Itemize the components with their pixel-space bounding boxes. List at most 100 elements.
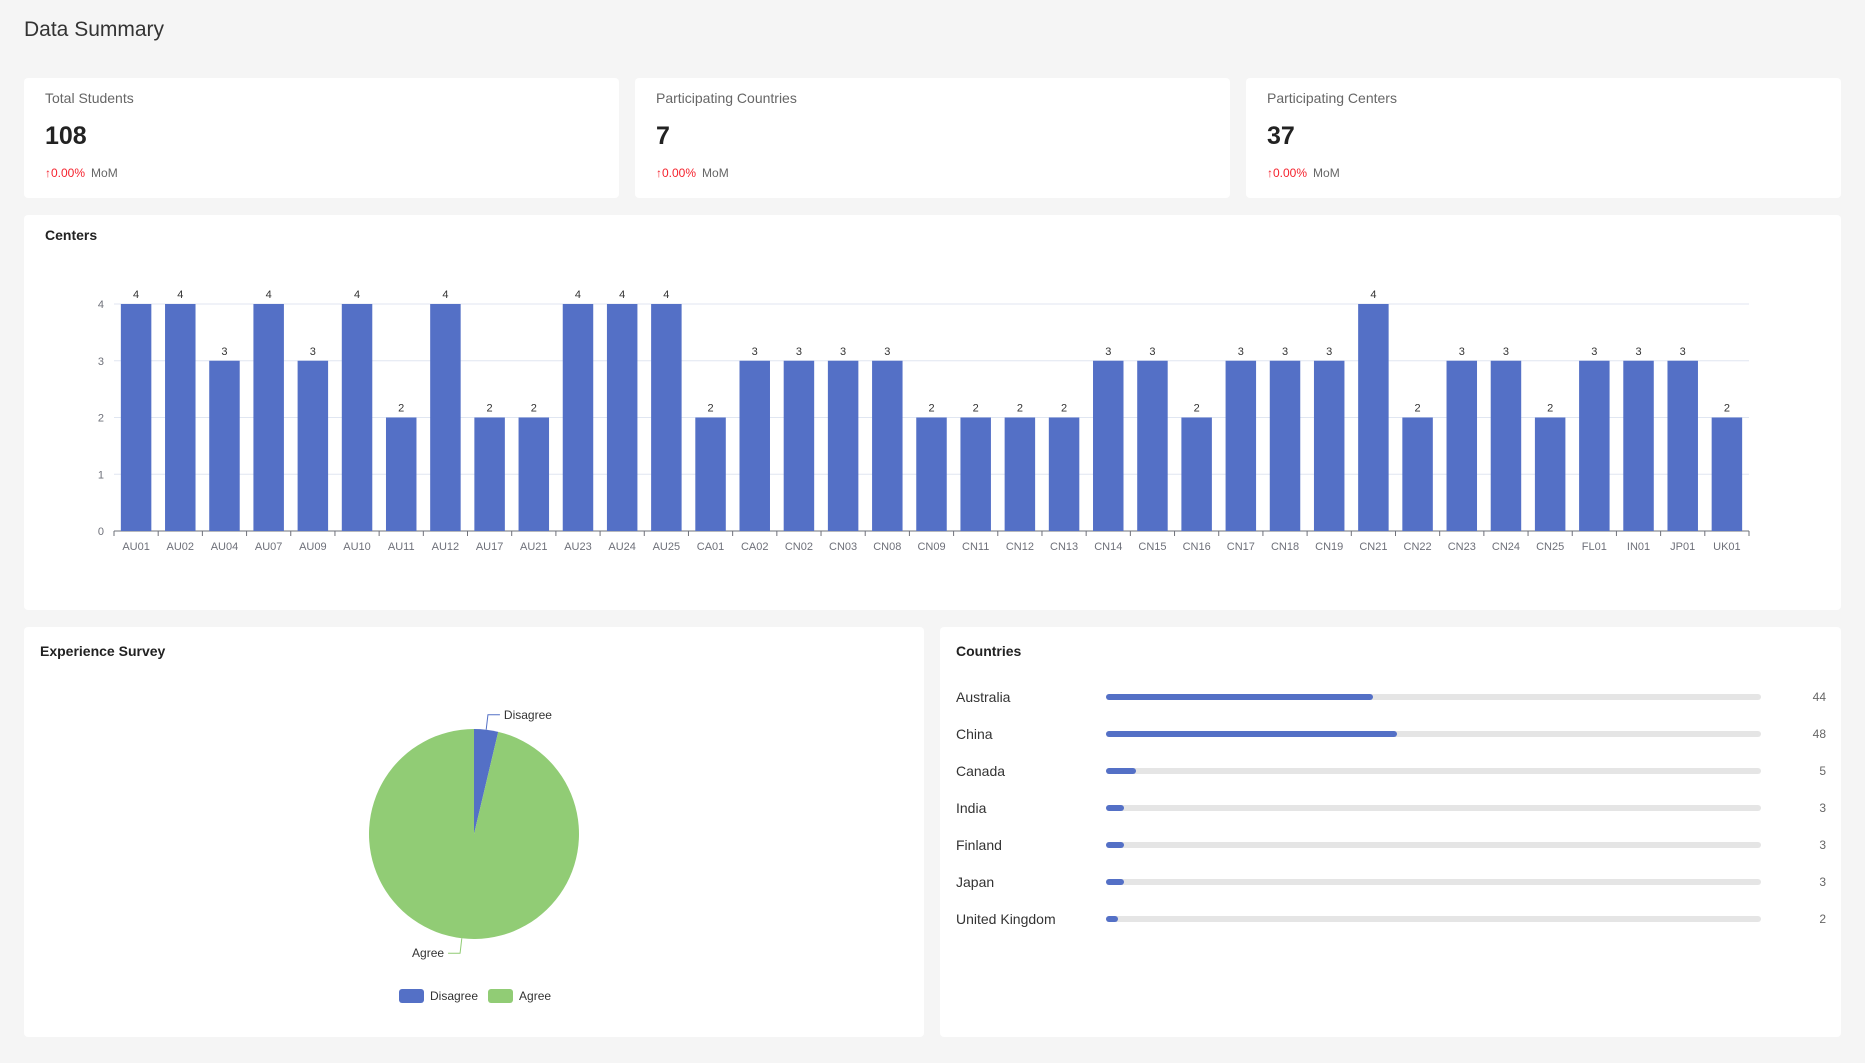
survey-pie-chart[interactable]: Disagree Agree — [24, 627, 924, 1037]
bar-cn13[interactable] — [1048, 417, 1080, 532]
trend-up-value: ↑0.00% — [1267, 166, 1308, 180]
country-row-india: India 3 — [956, 798, 1826, 818]
x-tick-label: AU07 — [255, 541, 283, 553]
country-count: 3 — [1819, 875, 1826, 889]
centers-card: Centers 0 1 2 3 4 4 AU01 4 AU02 3 AU04 4 AU07 3 AU09 4 A… — [24, 215, 1841, 610]
data-label: 3 — [1149, 346, 1155, 358]
country-progress-track — [1106, 731, 1761, 737]
bar-cn15[interactable] — [1137, 360, 1168, 531]
data-label: 4 — [619, 289, 625, 301]
data-label: 4 — [177, 289, 183, 301]
bar-cn14[interactable] — [1093, 360, 1124, 531]
bar-cn16[interactable] — [1181, 417, 1212, 532]
bar-cn24[interactable] — [1490, 360, 1522, 531]
bar-cn22[interactable] — [1402, 417, 1433, 532]
bar-cn23[interactable] — [1446, 360, 1478, 531]
legend-item-disagree[interactable]: Disagree — [399, 989, 478, 1003]
bar-cn18[interactable] — [1269, 360, 1301, 531]
x-tick-label: CN16 — [1183, 541, 1211, 553]
country-count: 3 — [1819, 838, 1826, 852]
x-tick-label: CA01 — [697, 541, 725, 553]
bar-au01[interactable] — [120, 304, 152, 531]
centers-title: Centers — [45, 227, 98, 243]
x-tick-label: CN09 — [917, 541, 945, 553]
survey-card: Experience Survey Disagree Agree Disagree… — [24, 627, 924, 1037]
country-name: Finland — [956, 837, 1002, 853]
x-tick-label: FL01 — [1582, 541, 1607, 553]
country-progress-fill — [1106, 879, 1125, 885]
data-label: 3 — [1282, 346, 1288, 358]
pie-slice-disagree[interactable] — [474, 729, 499, 834]
bar-au02[interactable] — [165, 304, 196, 531]
bar-uk01[interactable] — [1711, 417, 1743, 532]
country-progress-fill — [1106, 842, 1125, 848]
data-label: 3 — [1503, 346, 1509, 358]
bar-cn02[interactable] — [783, 360, 815, 531]
pie-label: Disagree — [504, 708, 552, 722]
x-tick-label: AU23 — [564, 541, 592, 553]
data-label: 2 — [1194, 403, 1200, 415]
country-name: China — [956, 726, 993, 742]
bar-au07[interactable] — [253, 304, 284, 531]
bar-au09[interactable] — [297, 360, 329, 531]
country-progress-track — [1106, 694, 1761, 700]
data-label: 2 — [1547, 403, 1553, 415]
stat-card-participating-centers: Participating Centers 37 ↑0.00% MoM — [1246, 78, 1841, 198]
bar-cn17[interactable] — [1225, 360, 1257, 531]
bar-cn21[interactable] — [1358, 304, 1389, 531]
bar-au17[interactable] — [474, 417, 505, 532]
bar-cn11[interactable] — [960, 417, 991, 532]
bar-cn12[interactable] — [1004, 417, 1036, 532]
x-tick-label: AU09 — [299, 541, 327, 553]
data-label: 2 — [487, 403, 493, 415]
country-name: United Kingdom — [956, 911, 1056, 927]
bar-au24[interactable] — [606, 304, 638, 531]
country-progress-track — [1106, 916, 1761, 922]
x-tick-label: CN24 — [1492, 541, 1520, 553]
data-label: 2 — [973, 403, 979, 415]
bar-au23[interactable] — [562, 304, 594, 531]
bar-cn25[interactable] — [1534, 417, 1566, 532]
country-progress-track — [1106, 805, 1761, 811]
bar-au10[interactable] — [341, 304, 373, 531]
country-name: Australia — [956, 689, 1011, 705]
bar-ca01[interactable] — [695, 417, 726, 532]
bar-fl01[interactable] — [1579, 360, 1610, 531]
bar-cn19[interactable] — [1313, 360, 1345, 531]
legend-item-agree[interactable]: Agree — [488, 989, 551, 1003]
bar-au04[interactable] — [209, 360, 240, 531]
x-tick-label: AU10 — [343, 541, 371, 553]
trend-up-value: ↑0.00% — [45, 166, 86, 180]
x-tick-label: AU11 — [388, 541, 415, 553]
bar-au21[interactable] — [518, 417, 550, 532]
country-progress-fill — [1106, 731, 1398, 737]
country-progress-track — [1106, 768, 1761, 774]
data-label: 3 — [310, 346, 316, 358]
stat-label: Participating Countries — [656, 90, 797, 106]
pie-slice-agree[interactable] — [369, 729, 579, 939]
data-label: 3 — [752, 346, 758, 358]
bar-au11[interactable] — [385, 417, 417, 532]
country-count: 48 — [1812, 727, 1826, 741]
stat-value: 7 — [656, 122, 670, 150]
centers-bar-chart[interactable]: 0 1 2 3 4 4 AU01 4 AU02 3 AU04 4 AU07 3 AU09 4 AU10 2 AU11… — [24, 215, 1841, 610]
x-tick-label: CN22 — [1404, 541, 1432, 553]
x-tick-label: IN01 — [1627, 541, 1650, 553]
x-tick-label: AU01 — [122, 541, 150, 553]
bar-in01[interactable] — [1623, 360, 1654, 531]
data-label: 3 — [1238, 346, 1244, 358]
legend-label: Agree — [519, 989, 552, 1003]
bar-au25[interactable] — [651, 304, 682, 531]
countries-card: Countries Australia 44 China 48 Canada 5 India… — [940, 627, 1841, 1037]
bar-cn08[interactable] — [872, 360, 903, 531]
y-tick-label: 3 — [98, 356, 104, 368]
bar-cn09[interactable] — [916, 417, 947, 532]
x-tick-label: CN02 — [785, 541, 813, 553]
x-tick-label: CN25 — [1536, 541, 1564, 553]
data-label: 4 — [442, 289, 448, 301]
bar-ca02[interactable] — [739, 360, 770, 531]
bar-au12[interactable] — [430, 304, 461, 531]
bar-cn03[interactable] — [827, 360, 859, 531]
legend-swatch-disagree — [399, 989, 424, 1003]
bar-jp01[interactable] — [1667, 360, 1698, 531]
